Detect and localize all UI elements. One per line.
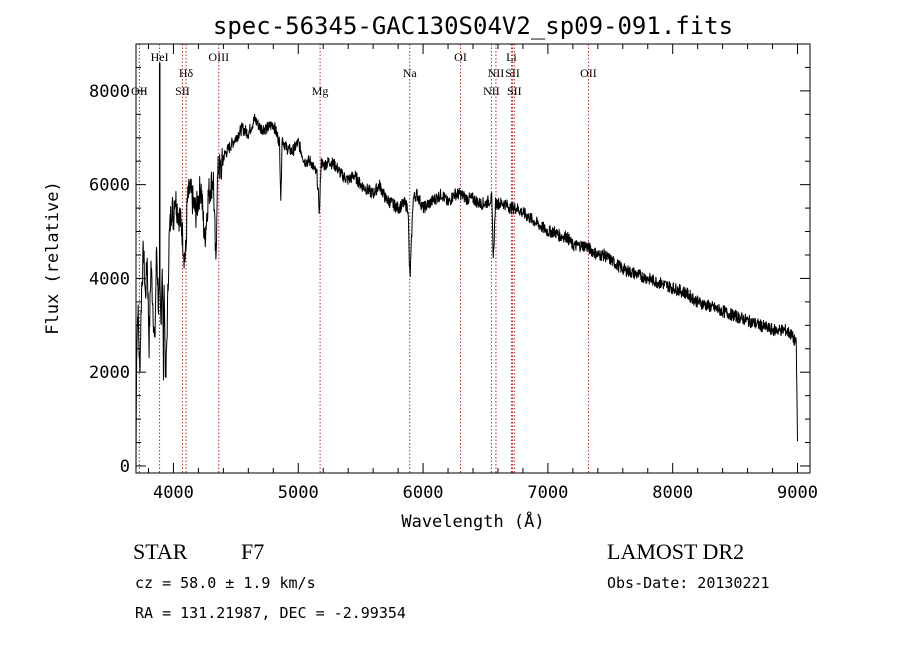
line-label-6: Na <box>403 66 418 80</box>
x-tick-label-3: 7000 <box>527 483 568 503</box>
x-tick-label-2: 6000 <box>403 483 444 503</box>
x-axis-label: Wavelength (Å) <box>401 510 544 532</box>
line-label-1: HeI <box>151 50 169 64</box>
line-label-13: OII <box>580 66 597 80</box>
survey-label: LAMOST DR2 <box>607 539 745 564</box>
line-markers <box>138 44 589 473</box>
line-label-10: Li <box>506 50 517 64</box>
plot-frame <box>135 43 811 474</box>
plot-area <box>135 62 799 466</box>
line-label-12: SII <box>507 84 522 98</box>
line-label-2: Hδ <box>179 66 194 80</box>
line-label-5: Mg <box>312 84 329 98</box>
line-label-3: SII <box>175 84 190 98</box>
redshift-cz: cz = 58.0 ± 1.9 km/s <box>135 574 316 592</box>
y-tick-label-1: 2000 <box>89 363 130 383</box>
obs-date: Obs-Date: 20130221 <box>607 574 770 592</box>
chart-title: spec-56345-GAC130S04V2_sp09-091.fits <box>213 12 733 40</box>
y-tick-label-4: 8000 <box>89 82 130 102</box>
x-tick-label-4: 8000 <box>652 483 693 503</box>
object-type: STAR <box>133 539 188 564</box>
y-tick-label-2: 4000 <box>89 269 130 289</box>
x-tick-label-5: 9000 <box>777 483 818 503</box>
axis-ticks: 4000 5000 6000 7000 8000 9000 0 2000 4000 6000 800… <box>89 44 818 503</box>
line-label-11: SII <box>505 66 520 80</box>
line-label-8: NII <box>483 84 500 98</box>
spectrum-line <box>135 113 799 466</box>
ra-dec: RA = 131.21987, DEC = -2.99354 <box>135 604 406 622</box>
subclass: F7 <box>241 539 265 564</box>
line-label-4: OIII <box>208 50 229 64</box>
line-label-9: NII <box>488 66 505 80</box>
x-tick-label-0: 4000 <box>153 483 194 503</box>
y-axis-label: Flux (relative) <box>43 181 63 335</box>
y-tick-label-0: 0 <box>120 457 130 477</box>
x-tick-label-1: 5000 <box>278 483 319 503</box>
y-tick-label-3: 6000 <box>89 176 130 196</box>
line-label-7: OI <box>454 50 467 64</box>
